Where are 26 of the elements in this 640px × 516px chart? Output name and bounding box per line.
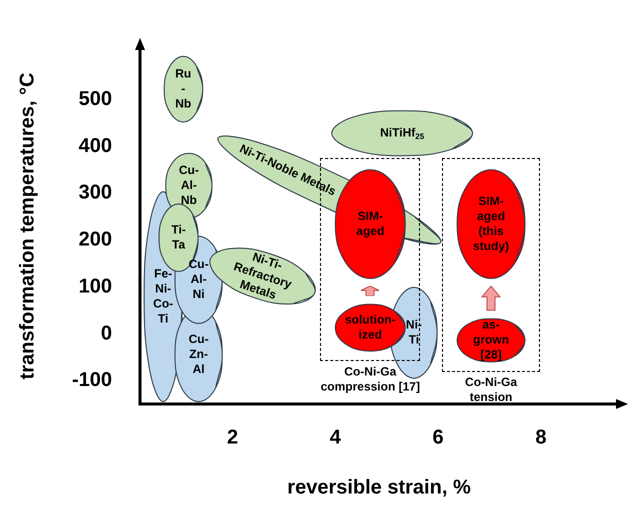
y-axis-title: transformation temperatures, °C bbox=[16, 72, 39, 380]
series-label: as- grown [28] bbox=[473, 318, 510, 362]
series-label: Fe- Ni- Co- Ti bbox=[153, 266, 174, 326]
x-tick-label: 2 bbox=[226, 426, 238, 449]
series-label: Ru - Nb bbox=[175, 66, 192, 111]
y-tick-label: 100 bbox=[78, 275, 112, 298]
x-tick-label: 8 bbox=[535, 426, 546, 449]
series-label: SIM- aged (this study) bbox=[473, 194, 510, 253]
series-label: SIM- aged bbox=[356, 208, 384, 238]
x-tick-label: 6 bbox=[432, 426, 444, 449]
series-label: Cu- Al- Ni bbox=[188, 257, 209, 302]
series-label: Ti- Ta bbox=[171, 222, 186, 252]
y-tick-label: 200 bbox=[78, 228, 112, 251]
y-tick-label: 500 bbox=[78, 88, 112, 110]
x-axis-title: reversible strain, % bbox=[287, 476, 471, 499]
series-label: solution- ized bbox=[344, 312, 396, 342]
y-tick-label: -100 bbox=[72, 369, 112, 392]
annotation: Co-Ni-Ga compression [17] bbox=[320, 364, 420, 394]
y-tick-label: 300 bbox=[78, 182, 112, 204]
series-label: Cu- Al- Nb bbox=[178, 163, 199, 208]
series-label: Cu- Zn- Al bbox=[188, 332, 209, 376]
series-label: Ni- Ti bbox=[406, 318, 422, 347]
y-tick-label: 0 bbox=[100, 322, 112, 344]
annotation: Co-Ni-Ga tension bbox=[465, 375, 518, 404]
x-tick-label: 4 bbox=[330, 426, 342, 449]
y-tick-label: 400 bbox=[78, 134, 112, 157]
